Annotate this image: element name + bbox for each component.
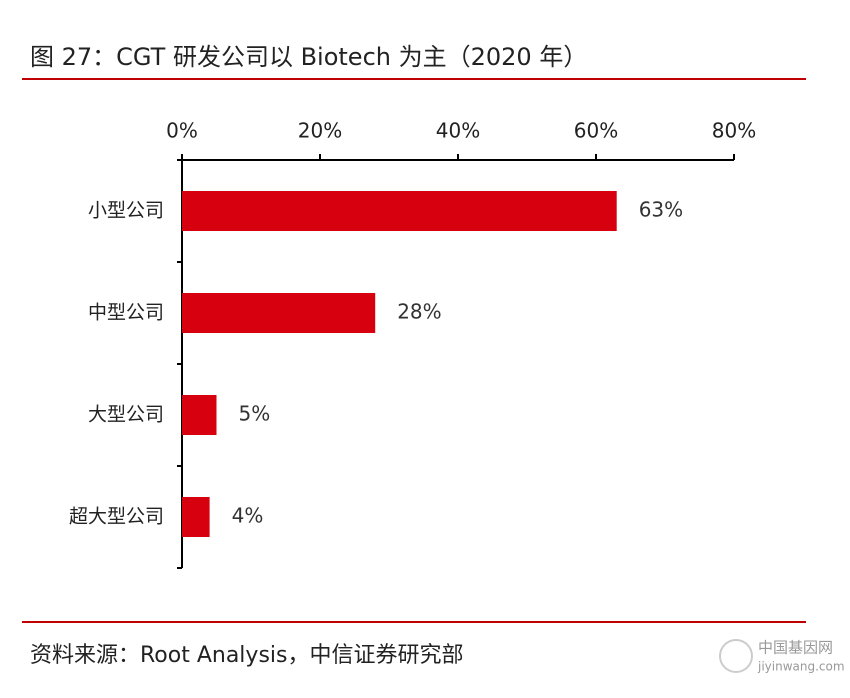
watermark-url: jiyinwang.com bbox=[757, 660, 845, 674]
y-tick-label: 超大型公司 bbox=[69, 506, 164, 528]
x-tick-label: 60% bbox=[574, 119, 618, 143]
chart-title: 图 27：CGT 研发公司以 Biotech 为主（2020 年） bbox=[30, 43, 587, 71]
bar bbox=[182, 395, 217, 435]
x-tick-label: 20% bbox=[298, 119, 342, 143]
source: 资料来源：Root Analysis，中信证券研究部 bbox=[30, 643, 463, 668]
x-tick-label: 80% bbox=[712, 119, 756, 143]
watermark-name: 中国基因网 bbox=[758, 639, 833, 657]
value-label: 5% bbox=[239, 402, 271, 426]
x-tick-label: 0% bbox=[166, 119, 198, 143]
bar bbox=[182, 497, 210, 537]
bar bbox=[182, 191, 617, 231]
x-tick-label: 40% bbox=[436, 119, 480, 143]
y-tick-label: 小型公司 bbox=[88, 200, 164, 222]
y-tick-label: 中型公司 bbox=[88, 302, 164, 324]
value-label: 4% bbox=[232, 504, 264, 528]
watermark-logo bbox=[719, 639, 753, 673]
value-label: 63% bbox=[639, 198, 683, 222]
value-label: 28% bbox=[397, 300, 441, 324]
y-tick-label: 大型公司 bbox=[88, 404, 164, 426]
bar bbox=[182, 293, 376, 333]
